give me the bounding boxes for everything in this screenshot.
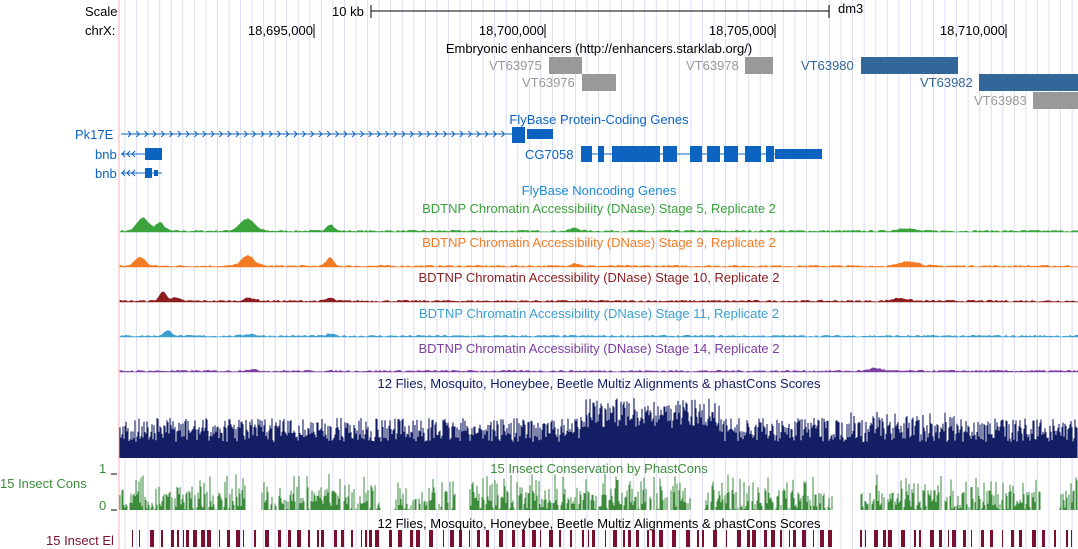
insect-cons-wiggle: [119, 474, 1078, 510]
dnase-stage14-title[interactable]: BDTNP Chromatin Accessibility (DNase) St…: [418, 341, 780, 356]
tick-label-3: 18,705,000: [708, 23, 774, 38]
enhancer-label-vt63983[interactable]: VT63983: [974, 93, 1027, 108]
insect-elements: [132, 530, 1072, 547]
gene-bnb-1-model[interactable]: [121, 148, 162, 160]
gene-label-bnb-2[interactable]: bnb: [95, 166, 117, 181]
enhancer-label-vt63975[interactable]: VT63975: [489, 58, 542, 73]
multiz-wiggle: [119, 398, 1078, 458]
scale-label: Scale: [85, 4, 118, 19]
gene-bnb-2-model[interactable]: [121, 168, 162, 178]
tick-label-4: 18,710,000: [939, 23, 1005, 38]
dnase-stage10-title[interactable]: BDTNP Chromatin Accessibility (DNase) St…: [418, 270, 780, 285]
gene-label-bnb-1[interactable]: bnb: [95, 147, 117, 162]
tick-label-2: 18,700,000: [478, 23, 544, 38]
dnase-wiggle: [119, 217, 1078, 233]
noncoding-genes-track-title[interactable]: FlyBase Noncoding Genes: [521, 183, 677, 198]
enhancer-vt63978[interactable]: [745, 57, 773, 74]
insect-cons-track-title[interactable]: 15 Insect Conservation by PhastCons: [490, 461, 708, 476]
enhancer-vt63983[interactable]: [1033, 92, 1078, 109]
dnase-wiggle: [119, 291, 1078, 303]
ruler-ticks: [313, 24, 1007, 38]
enhancer-label-vt63976[interactable]: VT63976: [522, 75, 575, 90]
dnase-stage11-title[interactable]: BDTNP Chromatin Accessibility (DNase) St…: [418, 306, 780, 321]
enhancer-vt63980[interactable]: [861, 57, 958, 74]
multiz-track-title[interactable]: 12 Flies, Mosquito, Honeybee, Beetle Mul…: [377, 376, 821, 391]
dnase-wiggle: [119, 254, 1078, 268]
enhancer-vt63975[interactable]: [549, 57, 582, 74]
gene-label-pk17e[interactable]: Pk17E: [75, 127, 114, 142]
dnase-wiggle: [119, 367, 1078, 373]
cons-axis-max: 1: [99, 461, 107, 476]
scale-bar: [370, 5, 830, 18]
gene-label-cg7058[interactable]: CG7058: [525, 147, 574, 162]
dnase-stage5-title[interactable]: BDTNP Chromatin Accessibility (DNase) St…: [422, 201, 776, 216]
protein-genes-track-title[interactable]: FlyBase Protein-Coding Genes: [509, 112, 689, 127]
assembly-label: dm3: [838, 1, 864, 16]
enhancer-label-vt63980[interactable]: VT63980: [801, 58, 854, 73]
insect-el-side-label[interactable]: 15 Insect El: [46, 533, 114, 548]
enhancer-vt63982[interactable]: [979, 74, 1078, 91]
dnase-stage9-title[interactable]: BDTNP Chromatin Accessibility (DNase) St…: [422, 235, 776, 250]
dnase-wiggle: [119, 330, 1078, 338]
enhancers-track-title[interactable]: Embryonic enhancers (http://enhancers.st…: [445, 41, 753, 56]
insect-cons-side-label[interactable]: 15 Insect Cons: [0, 476, 87, 491]
enhancer-label-vt63982[interactable]: VT63982: [920, 75, 973, 90]
enhancer-label-vt63978[interactable]: VT63978: [686, 58, 739, 73]
insect-el-track-title[interactable]: 12 Flies, Mosquito, Honeybee, Beetle Mul…: [377, 516, 821, 531]
enhancer-vt63976[interactable]: [582, 74, 616, 91]
cons-axis-min: 0: [99, 498, 107, 513]
tick-label-1: 18,695,000: [247, 23, 313, 38]
chrom-label: chrX:: [85, 23, 116, 38]
gene-cg7058-model[interactable]: [581, 146, 822, 162]
scale-bar-text: 10 kb: [332, 4, 364, 19]
